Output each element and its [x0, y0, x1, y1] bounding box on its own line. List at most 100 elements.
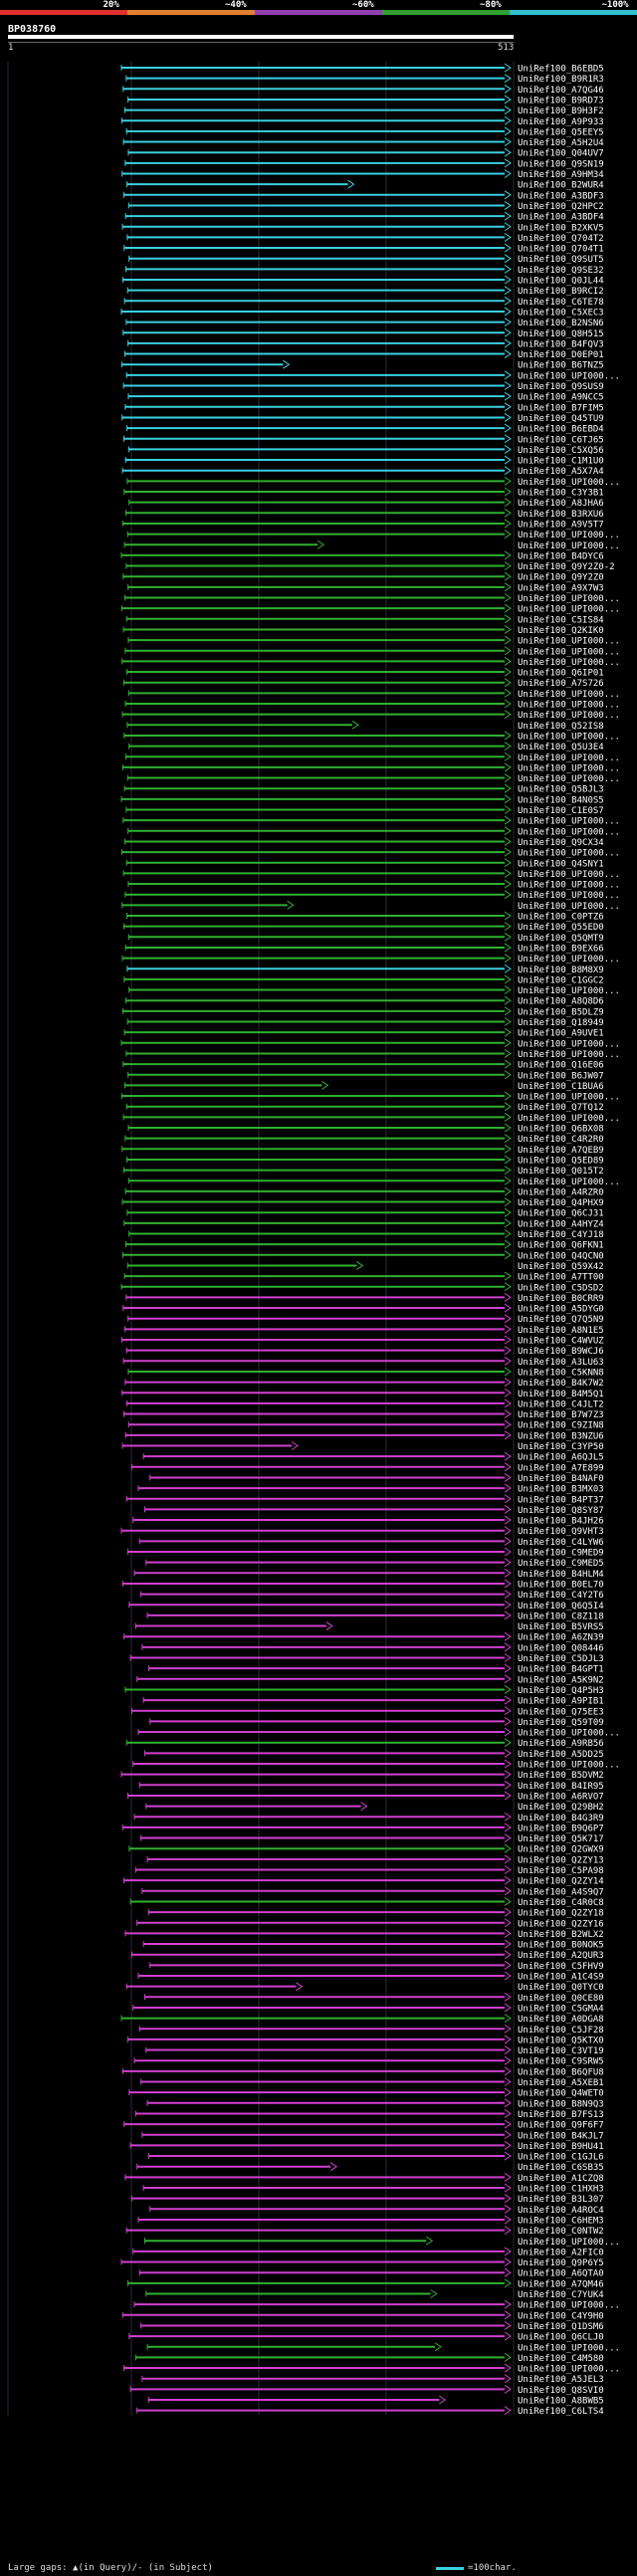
hit-row[interactable]: UniRef100_B9HU41	[129, 2140, 604, 2152]
hit-label[interactable]: UniRef100_C4WVUZ	[518, 1337, 604, 1347]
hit-label[interactable]: UniRef100_Q29BH2	[518, 1803, 604, 1813]
hit-label[interactable]: UniRef100_C1GGC2	[518, 975, 604, 985]
hit-row[interactable]: UniRef100_B5VRS5	[134, 1621, 604, 1633]
hit-label[interactable]: UniRef100_Q9VHT3	[518, 1527, 604, 1537]
hit-label[interactable]: UniRef100_A4ROC4	[518, 2206, 604, 2216]
hit-label[interactable]: UniRef100_Q2ZY18	[518, 1909, 604, 1919]
hit-label[interactable]: UniRef100_Q9Y2Z0	[518, 573, 604, 583]
hit-label[interactable]: UniRef100_UPI000...	[518, 1093, 620, 1103]
hit-row[interactable]: UniRef100_Q4P5H3	[124, 1685, 604, 1696]
hit-row[interactable]: UniRef100_B4GPT1	[147, 1663, 604, 1675]
hit-row[interactable]: UniRef100_C6HEM3	[137, 2215, 604, 2227]
hit-label[interactable]: UniRef100_B4N0S5	[518, 795, 604, 805]
hit-row[interactable]: UniRef100_Q5U3E4	[128, 742, 604, 753]
hit-label[interactable]: UniRef100_Q75EE3	[518, 1707, 604, 1717]
hit-row[interactable]: UniRef100_Q704T2	[126, 232, 604, 244]
hit-label[interactable]: UniRef100_A7QEB9	[518, 1146, 604, 1156]
hit-label[interactable]: UniRef100_Q4WET0	[518, 2089, 604, 2099]
hit-label[interactable]: UniRef100_UPI000...	[518, 1050, 620, 1060]
hit-label[interactable]: UniRef100_UPI000...	[518, 711, 620, 721]
hit-label[interactable]: UniRef100_A7QM46	[518, 2279, 604, 2289]
hit-label[interactable]: UniRef100_C5DJL3	[518, 1654, 604, 1664]
hit-label[interactable]: UniRef100_UPI000...	[518, 690, 620, 700]
hit-row[interactable]: UniRef100_A4RZR0	[124, 1186, 604, 1198]
hit-label[interactable]: UniRef100_Q59T09	[518, 1718, 604, 1728]
hit-label[interactable]: UniRef100_B5VRS5	[518, 1622, 604, 1632]
hit-label[interactable]: UniRef100_B4G3R9	[518, 1814, 604, 1824]
hit-label[interactable]: UniRef100_B4M5Q1	[518, 1390, 604, 1399]
hit-label[interactable]: UniRef100_C3VT19	[518, 2046, 604, 2056]
hit-label[interactable]: UniRef100_B8N9Q3	[518, 2099, 604, 2109]
hit-label[interactable]: UniRef100_UPI000...	[518, 594, 620, 604]
hit-row[interactable]: UniRef100_Q52IS8	[126, 720, 604, 732]
hit-label[interactable]: UniRef100_UPI000...	[518, 701, 620, 711]
hit-row[interactable]: UniRef100_B0CRR9	[125, 1292, 604, 1304]
hit-row[interactable]: UniRef100_A7TT00	[123, 1271, 604, 1283]
hit-label[interactable]: UniRef100_A5JEL3	[518, 2375, 604, 2385]
hit-label[interactable]: UniRef100_A8BWB5	[518, 2397, 604, 2407]
hit-row[interactable]: UniRef100_UPI000...	[122, 868, 620, 880]
hit-row[interactable]: UniRef100_C0NTW2	[125, 2226, 604, 2238]
hit-label[interactable]: UniRef100_A2FIC0	[518, 2248, 604, 2257]
hit-label[interactable]: UniRef100_B9RCI2	[518, 287, 604, 297]
hit-row[interactable]: UniRef100_UPI000...	[120, 603, 620, 615]
hit-label[interactable]: UniRef100_B8M8X9	[518, 966, 604, 975]
hit-row[interactable]: UniRef100_Q59T09	[149, 1716, 604, 1728]
hit-label[interactable]: UniRef100_Q9SUT5	[518, 255, 604, 265]
hit-label[interactable]: UniRef100_B7FS13	[518, 2110, 604, 2120]
hit-row[interactable]: UniRef100_UPI000...	[146, 2342, 620, 2354]
hit-label[interactable]: UniRef100_B0EL70	[518, 1580, 604, 1590]
hit-row[interactable]: UniRef100_UPI000...	[123, 539, 620, 551]
hit-row[interactable]: UniRef100_Q6BX08	[127, 1123, 604, 1135]
hit-label[interactable]: UniRef100_A1CZQ8	[518, 2174, 604, 2184]
hit-label[interactable]: UniRef100_UPI000...	[518, 732, 620, 742]
hit-row[interactable]: UniRef100_Q9CX34	[123, 837, 604, 848]
hit-row[interactable]: UniRef100_UPI000...	[126, 530, 620, 541]
hit-row[interactable]: UniRef100_Q5QMT9	[127, 932, 604, 944]
hit-label[interactable]: UniRef100_A3BDF3	[518, 191, 604, 201]
hit-label[interactable]: UniRef100_C1BUA6	[518, 1082, 604, 1092]
hit-row[interactable]: UniRef100_UPI000...	[124, 699, 620, 711]
hit-label[interactable]: UniRef100_B9RD73	[518, 96, 604, 106]
hit-row[interactable]: UniRef100_C5PA98	[134, 1865, 604, 1877]
hit-row[interactable]: UniRef100_Q04UV7	[127, 147, 604, 159]
hit-row[interactable]: UniRef100_Q18949	[126, 1017, 604, 1029]
hit-label[interactable]: UniRef100_Q1DSM6	[518, 2322, 604, 2332]
hit-label[interactable]: UniRef100_C0PTZ6	[518, 913, 604, 923]
hit-label[interactable]: UniRef100_C3YP50	[518, 1442, 604, 1452]
hit-label[interactable]: UniRef100_Q9P6Y5	[518, 2258, 604, 2268]
hit-row[interactable]: UniRef100_UPI000...	[133, 2299, 620, 2311]
hit-label[interactable]: UniRef100_B4GPT1	[518, 1665, 604, 1675]
hit-label[interactable]: UniRef100_C0NTW2	[518, 2227, 604, 2237]
hit-label[interactable]: UniRef100_Q015T2	[518, 1167, 604, 1177]
hit-row[interactable]: UniRef100_B4NAF0	[149, 1473, 604, 1484]
hit-label[interactable]: UniRef100_C9MED5	[518, 1559, 604, 1569]
hit-row[interactable]: UniRef100_A5X7A4	[121, 466, 604, 478]
hit-label[interactable]: UniRef100_UPI000...	[518, 902, 620, 912]
hit-row[interactable]: UniRef100_UPI000...	[121, 900, 620, 912]
hit-row[interactable]: UniRef100_A5K9N2	[136, 1674, 604, 1686]
hit-label[interactable]: UniRef100_B2WLX2	[518, 1930, 604, 1940]
hit-row[interactable]: UniRef100_C9SRW5	[133, 2055, 604, 2067]
hit-label[interactable]: UniRef100_Q2ZY14	[518, 1877, 604, 1887]
hit-row[interactable]: UniRef100_C1HXH3	[142, 2183, 604, 2195]
hit-row[interactable]: UniRef100_UPI000...	[124, 890, 620, 902]
hit-label[interactable]: UniRef100_UPI000...	[518, 774, 620, 784]
hit-label[interactable]: UniRef100_Q9Y2Z0-2	[518, 562, 615, 572]
hit-row[interactable]: UniRef100_A9V5T7	[121, 519, 604, 531]
hit-row[interactable]: UniRef100_A9P933	[120, 115, 604, 127]
hit-label[interactable]: UniRef100_A7TT00	[518, 1273, 604, 1283]
hit-row[interactable]: UniRef100_C9ZIN8	[127, 1419, 604, 1431]
hit-row[interactable]: UniRef100_B3RXU6	[125, 508, 604, 520]
hit-row[interactable]: UniRef100_UPI000...	[123, 731, 620, 743]
hit-row[interactable]: UniRef100_A5DD25	[143, 1748, 604, 1760]
hit-row[interactable]: UniRef100_C6TE78	[123, 296, 604, 308]
hit-label[interactable]: UniRef100_A7QG46	[518, 86, 604, 96]
hit-row[interactable]: UniRef100_Q704T1	[123, 243, 604, 255]
hit-label[interactable]: UniRef100_C6TE78	[518, 298, 604, 308]
hit-label[interactable]: UniRef100_A6QTA0	[518, 2269, 604, 2279]
hit-label[interactable]: UniRef100_Q5EEY5	[518, 127, 604, 137]
hit-row[interactable]: UniRef100_A9NCC5	[127, 391, 604, 403]
hit-label[interactable]: UniRef100_Q6IP01	[518, 669, 604, 679]
hit-row[interactable]: UniRef100_B9RD73	[127, 95, 604, 107]
